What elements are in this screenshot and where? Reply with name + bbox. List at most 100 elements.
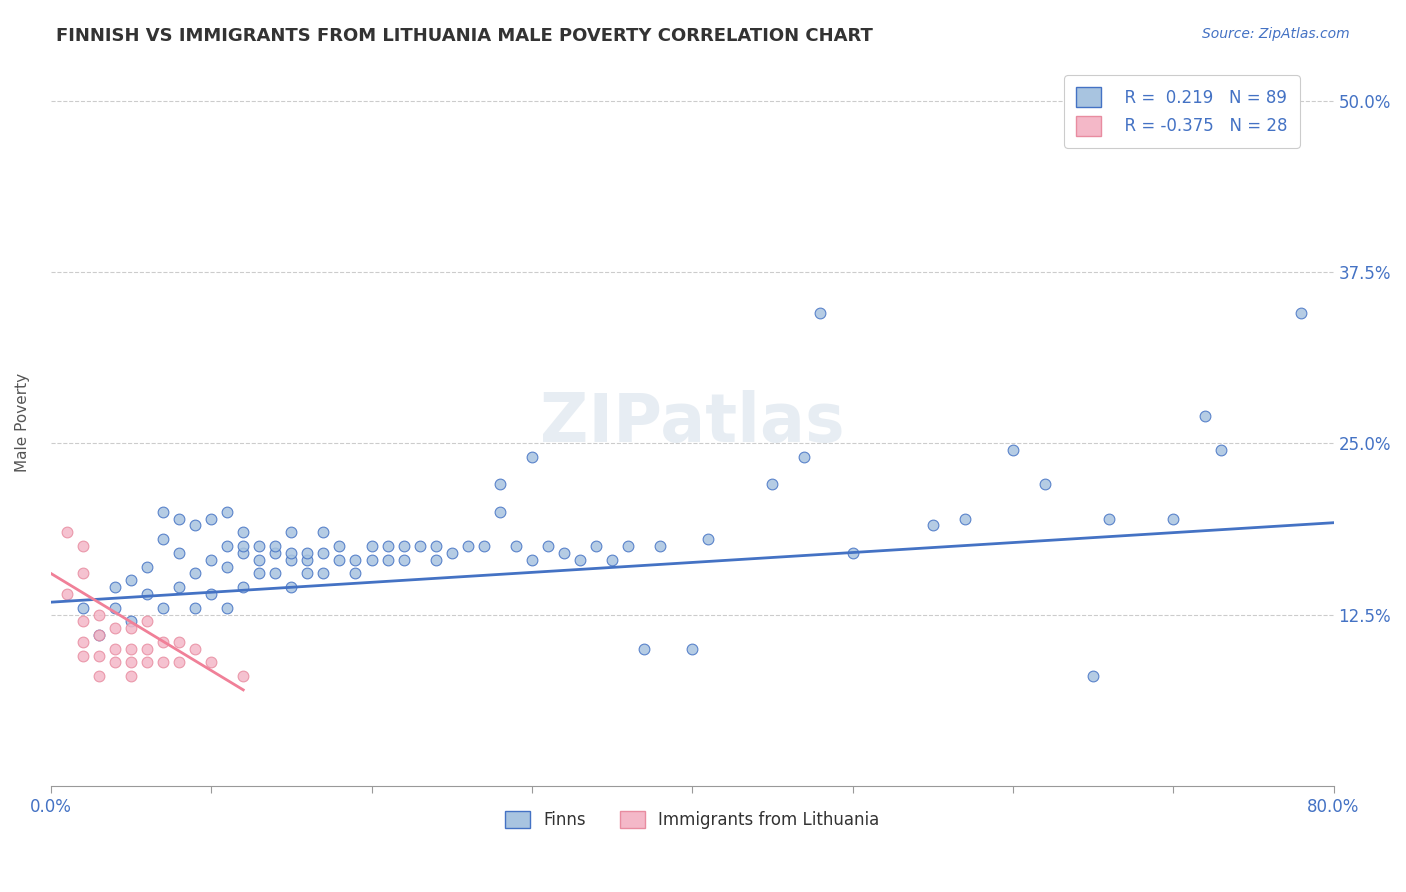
- Point: [488, 477, 510, 491]
- Y-axis label: Male Poverty: Male Poverty: [15, 373, 30, 472]
- Point: [297, 546, 319, 560]
- Point: [648, 539, 671, 553]
- Point: [360, 552, 382, 566]
- Point: [360, 539, 382, 553]
- Point: [841, 546, 863, 560]
- Point: [312, 525, 335, 540]
- Point: [200, 552, 222, 566]
- Point: [120, 656, 142, 670]
- Point: [120, 669, 142, 683]
- Point: [520, 450, 543, 464]
- Point: [87, 648, 110, 663]
- Point: [328, 552, 350, 566]
- Point: [87, 628, 110, 642]
- Legend: Finns, Immigrants from Lithuania: Finns, Immigrants from Lithuania: [499, 804, 886, 836]
- Point: [328, 539, 350, 553]
- Point: [600, 552, 623, 566]
- Point: [761, 477, 783, 491]
- Point: [184, 518, 207, 533]
- Point: [167, 656, 190, 670]
- Point: [200, 587, 222, 601]
- Point: [280, 525, 302, 540]
- Point: [120, 574, 142, 588]
- Text: Source: ZipAtlas.com: Source: ZipAtlas.com: [1202, 27, 1350, 41]
- Point: [167, 635, 190, 649]
- Point: [810, 306, 832, 320]
- Point: [247, 552, 270, 566]
- Point: [377, 539, 399, 553]
- Point: [1161, 511, 1184, 525]
- Point: [537, 539, 560, 553]
- Point: [217, 559, 239, 574]
- Point: [217, 505, 239, 519]
- Point: [1001, 443, 1024, 458]
- Point: [297, 566, 319, 581]
- Point: [167, 580, 190, 594]
- Point: [184, 600, 207, 615]
- Point: [1194, 409, 1216, 423]
- Point: [72, 648, 94, 663]
- Point: [167, 511, 190, 525]
- Point: [87, 669, 110, 683]
- Point: [793, 450, 815, 464]
- Point: [72, 635, 94, 649]
- Point: [1098, 511, 1121, 525]
- Point: [120, 641, 142, 656]
- Point: [681, 641, 703, 656]
- Point: [568, 552, 591, 566]
- Point: [56, 587, 79, 601]
- Point: [312, 566, 335, 581]
- Point: [953, 511, 976, 525]
- Point: [120, 615, 142, 629]
- Point: [152, 635, 174, 649]
- Point: [72, 566, 94, 581]
- Point: [264, 546, 287, 560]
- Point: [184, 566, 207, 581]
- Point: [697, 532, 720, 546]
- Point: [87, 628, 110, 642]
- Text: FINNISH VS IMMIGRANTS FROM LITHUANIA MALE POVERTY CORRELATION CHART: FINNISH VS IMMIGRANTS FROM LITHUANIA MAL…: [56, 27, 873, 45]
- Point: [392, 539, 415, 553]
- Point: [264, 539, 287, 553]
- Point: [425, 539, 447, 553]
- Point: [104, 641, 127, 656]
- Point: [553, 546, 575, 560]
- Point: [280, 546, 302, 560]
- Point: [152, 600, 174, 615]
- Point: [280, 552, 302, 566]
- Point: [104, 580, 127, 594]
- Point: [87, 607, 110, 622]
- Point: [1291, 306, 1313, 320]
- Point: [104, 600, 127, 615]
- Point: [1211, 443, 1233, 458]
- Point: [120, 621, 142, 635]
- Point: [264, 566, 287, 581]
- Point: [232, 669, 254, 683]
- Point: [232, 546, 254, 560]
- Point: [217, 539, 239, 553]
- Point: [167, 546, 190, 560]
- Point: [232, 580, 254, 594]
- Point: [247, 566, 270, 581]
- Point: [104, 656, 127, 670]
- Point: [585, 539, 607, 553]
- Point: [392, 552, 415, 566]
- Point: [921, 518, 943, 533]
- Point: [136, 559, 159, 574]
- Point: [440, 546, 463, 560]
- Text: ZIPatlas: ZIPatlas: [540, 390, 845, 456]
- Point: [152, 505, 174, 519]
- Point: [280, 580, 302, 594]
- Point: [200, 656, 222, 670]
- Point: [633, 641, 655, 656]
- Point: [152, 656, 174, 670]
- Point: [488, 505, 510, 519]
- Point: [136, 615, 159, 629]
- Point: [472, 539, 495, 553]
- Point: [344, 566, 367, 581]
- Point: [184, 641, 207, 656]
- Point: [457, 539, 479, 553]
- Point: [136, 587, 159, 601]
- Point: [136, 656, 159, 670]
- Point: [152, 532, 174, 546]
